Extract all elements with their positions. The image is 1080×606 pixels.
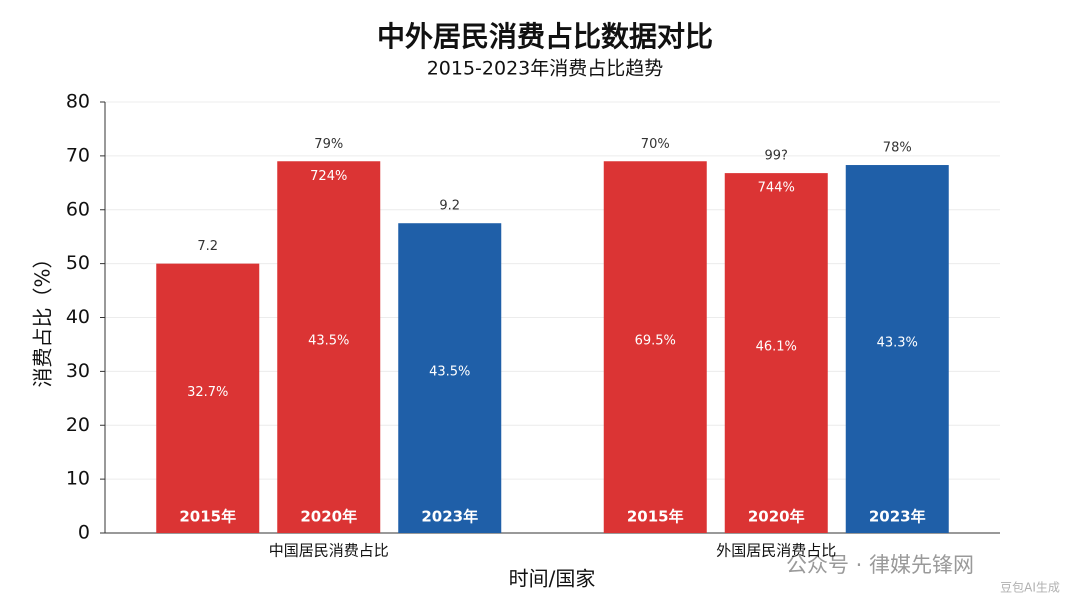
watermark: 公众号 · 律媒先锋网 (786, 553, 974, 577)
chart-title: 中外居民消费占比数据对比 (377, 20, 713, 53)
bar (845, 165, 949, 533)
bar-top-label: 70% (641, 137, 670, 152)
y-tick-label: 80 (66, 91, 90, 113)
bar-year-label: 2023年 (421, 508, 478, 526)
y-tick-label: 30 (66, 360, 90, 382)
bar (277, 161, 381, 533)
y-tick-label: 40 (66, 306, 90, 328)
bar-upper-label: 724% (310, 169, 347, 184)
bar-year-label: 2020年 (300, 508, 357, 526)
bar-top-label: 9.2 (439, 199, 460, 214)
y-axis-title: 消费占比（%） (31, 248, 55, 387)
y-tick-label: 50 (66, 252, 90, 274)
bar-year-label: 2015年 (179, 508, 236, 526)
bar-inner-label: 43.3% (877, 336, 918, 351)
bar (724, 173, 828, 534)
bar-year-label: 2023年 (869, 508, 926, 526)
bar-top-label: 7.2 (197, 239, 218, 254)
y-tick-label: 10 (66, 468, 90, 490)
bar (603, 161, 707, 533)
bar-inner-label: 32.7% (187, 385, 228, 400)
bar-top-label: 99? (765, 149, 788, 164)
chart-subtitle: 2015-2023年消费占比趋势 (427, 58, 664, 80)
y-tick-label: 60 (66, 198, 90, 220)
y-tick-label: 20 (66, 414, 90, 436)
x-tick-label: 外国居民消费占比 (716, 542, 836, 560)
bar-inner-label: 43.5% (308, 334, 349, 349)
bar-upper-label: 744% (758, 181, 795, 196)
bar-year-label: 2020年 (748, 508, 805, 526)
ai-label: 豆包AI生成 (1000, 581, 1060, 595)
bar (398, 223, 502, 533)
bar-inner-label: 46.1% (756, 340, 797, 355)
bar-top-label: 78% (883, 141, 912, 156)
bar-top-label: 79% (314, 137, 343, 152)
bar-inner-label: 43.5% (429, 365, 470, 380)
y-tick-label: 70 (66, 144, 90, 166)
bar (156, 263, 260, 533)
bar-year-label: 2015年 (627, 508, 684, 526)
x-axis-title: 时间/国家 (509, 567, 596, 591)
x-tick-label: 中国居民消费占比 (269, 542, 389, 560)
y-tick-label: 0 (78, 522, 90, 544)
bar-inner-label: 69.5% (635, 334, 676, 349)
